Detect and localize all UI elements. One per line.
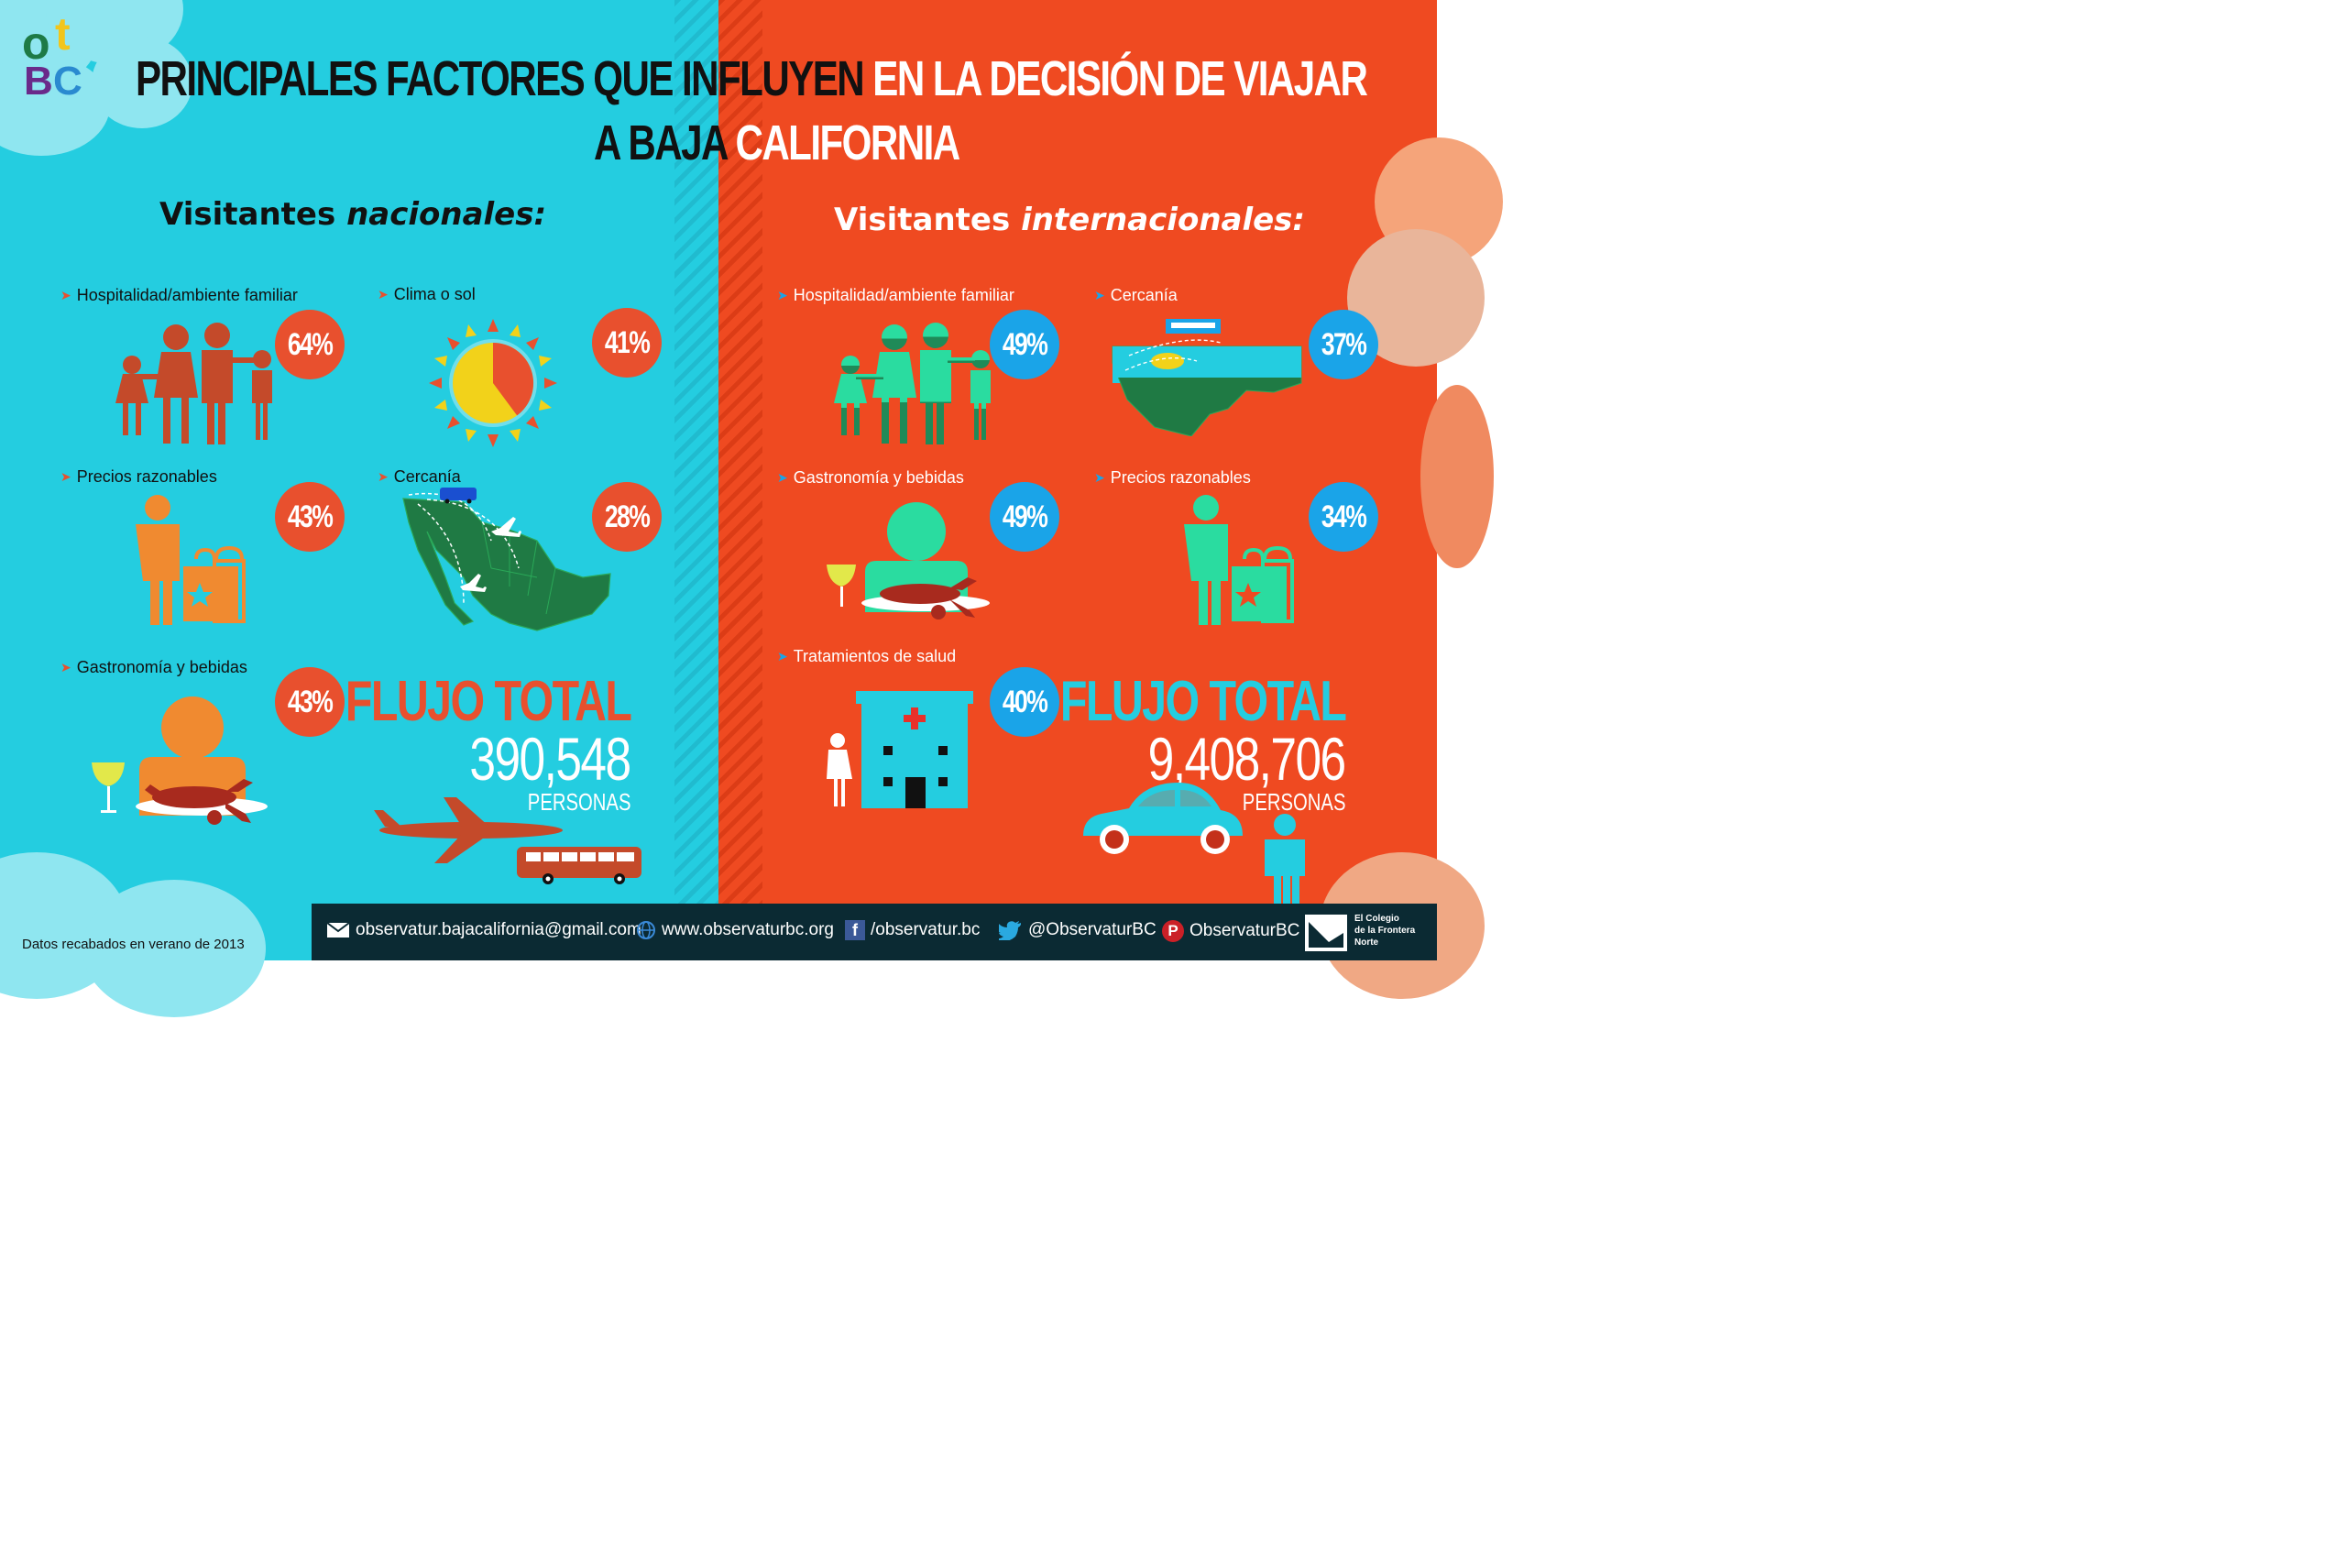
person-icon [1265, 814, 1305, 905]
heading-internacionales: Visitantes internacionales: [834, 202, 1305, 238]
nac-flujo-label: FLUJO TOTAL [345, 670, 631, 733]
heading-nacionales: Visitantes nacionales: [159, 196, 546, 233]
logo: o t B C [18, 8, 92, 104]
nac-value-hospitalidad: 64% [275, 310, 345, 379]
nac-flujo-value: 390,548 [469, 725, 632, 793]
int-label-hospitalidad: ➤ Hospitalidad/ambiente familiar [777, 286, 1014, 304]
int-value-gastronomia: 49% [990, 482, 1059, 552]
arrow-icon: ➤ [378, 469, 389, 484]
arrow-icon: ➤ [1094, 470, 1105, 485]
data-note: Datos recabados en verano de 2013 [22, 937, 245, 952]
facebook-icon: f [845, 920, 865, 940]
title-line2-b: CALIFORNIA [735, 115, 960, 170]
logo-c: C [53, 59, 82, 104]
nac-value-cercania: 28% [592, 482, 662, 552]
arrow-icon: ➤ [777, 470, 788, 485]
airplane-icon [374, 797, 563, 863]
diner-icon [92, 696, 268, 825]
arrow-icon: ➤ [60, 288, 71, 302]
heading-internacionales-prefix: Visitantes [834, 202, 1022, 238]
int-value-cercania: 37% [1309, 310, 1378, 379]
nac-label-precios: ➤ Precios razonables [60, 467, 217, 486]
arrow-icon: ➤ [60, 660, 71, 674]
int-label-gastronomia: ➤ Gastronomía y bebidas [777, 468, 964, 487]
colef-line-2: de la Frontera [1354, 926, 1416, 936]
pinterest-icon: P [1162, 920, 1184, 942]
colef-line-1: El Colegio [1354, 914, 1399, 924]
int-label-salud: ➤ Tratamientos de salud [777, 647, 957, 665]
nac-value-gastronomia: 43% [275, 667, 345, 737]
center-stripe-left [674, 0, 718, 960]
nac-value-clima: 41% [592, 308, 662, 378]
globe-icon [637, 921, 655, 939]
lobster-icon [880, 577, 977, 620]
footer-bar [312, 904, 1437, 960]
lobster-icon [145, 779, 253, 825]
heading-nacionales-em: nacionales: [346, 196, 547, 233]
email-icon [326, 922, 350, 938]
int-flujo-unit: PERSONAS [1242, 788, 1345, 816]
footer-pinterest[interactable]: P ObservaturBC [1162, 920, 1299, 942]
page-title: PRINCIPALES FACTORES QUE INFLUYEN EN LA … [136, 51, 1368, 106]
int-label-precios: ➤ Precios razonables [1094, 468, 1251, 487]
int-label-cercania: ➤ Cercanía [1094, 286, 1178, 304]
hospital-icon [827, 691, 973, 808]
center-stripe-right [718, 0, 762, 960]
logo-b: B [24, 59, 53, 104]
arrow-icon: ➤ [378, 287, 389, 302]
left-panel [0, 0, 718, 960]
colef-line-3: Norte [1354, 938, 1379, 948]
shopper-icon [136, 495, 246, 625]
nac-flujo-unit: PERSONAS [527, 788, 630, 816]
footer-web[interactable]: www.observaturbc.org [636, 920, 834, 940]
heading-nacionales-prefix: Visitantes [159, 196, 347, 233]
logo-t: t [55, 8, 71, 60]
title-part-1: PRINCIPALES FACTORES QUE INFLUYEN [136, 51, 865, 106]
page-title-line-2: A BAJA CALIFORNIA [594, 115, 960, 170]
colef-logo: El Colegio de la Frontera Norte [1305, 913, 1426, 955]
diner-icon [827, 502, 990, 620]
sun-icon [429, 319, 557, 447]
right-panel [718, 0, 1437, 960]
nac-label-gastronomia: ➤ Gastronomía y bebidas [60, 658, 247, 676]
bus-icon [517, 847, 641, 884]
arrow-icon: ➤ [777, 288, 788, 302]
title-part-2: EN LA DECISIÓN DE VIAJAR [872, 51, 1368, 106]
nac-label-hospitalidad: ➤ Hospitalidad/ambiente familiar [60, 286, 298, 304]
int-value-precios: 34% [1309, 482, 1378, 552]
nac-label-clima: ➤ Clima o sol [378, 285, 476, 303]
int-flujo-value: 9,408,706 [1148, 725, 1347, 793]
int-value-hospitalidad: 49% [990, 310, 1059, 379]
arrow-icon: ➤ [777, 649, 788, 663]
north-america-map-icon [1112, 319, 1302, 436]
colef-emblem-icon [1305, 915, 1347, 951]
arrow-icon: ➤ [60, 469, 71, 484]
shopper-icon [1184, 495, 1294, 625]
title-line2-a: A BAJA [594, 115, 728, 170]
nurse-icon [827, 733, 852, 806]
footer-email[interactable]: observatur.bajacalifornia@gmail.com [326, 920, 641, 940]
car-icon [1083, 783, 1243, 854]
family-icon [115, 323, 272, 444]
logo-o: o [22, 17, 50, 69]
nac-value-precios: 43% [275, 482, 345, 552]
nac-label-cercania: ➤ Cercanía [378, 467, 461, 486]
int-flujo-label: FLUJO TOTAL [1059, 670, 1346, 733]
arrow-icon: ➤ [1094, 288, 1105, 302]
int-value-salud: 40% [990, 667, 1059, 737]
mexico-map-icon [402, 488, 611, 631]
heading-internacionales-em: internacionales: [1021, 202, 1306, 238]
family-icon [834, 323, 991, 444]
footer-facebook[interactable]: f /observatur.bc [845, 920, 980, 940]
bus-icon [440, 488, 477, 504]
footer-twitter[interactable]: @ObservaturBC [999, 920, 1157, 940]
twitter-icon [999, 921, 1021, 940]
